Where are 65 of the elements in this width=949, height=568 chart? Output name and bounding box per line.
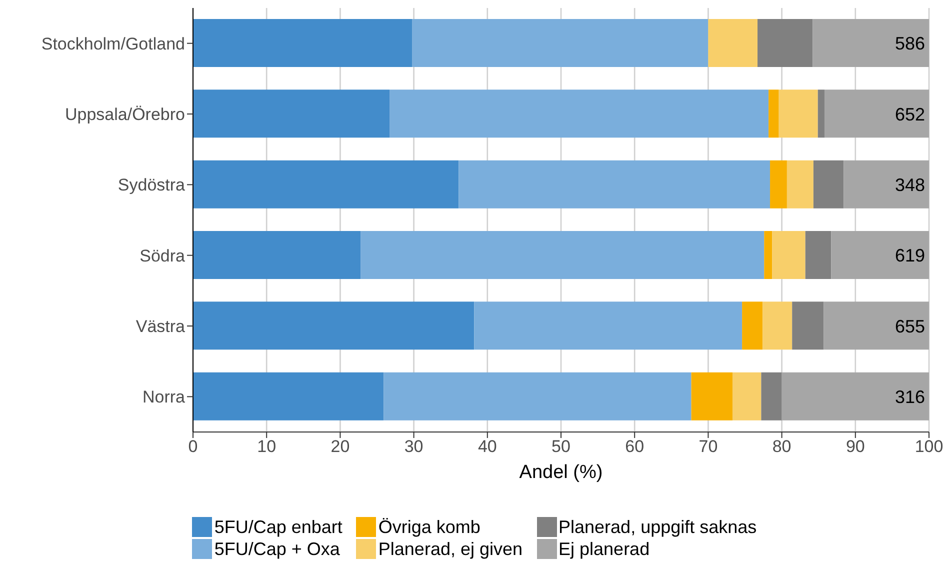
bar bbox=[818, 90, 824, 138]
bar bbox=[458, 160, 770, 208]
x-tick-label: 70 bbox=[698, 437, 718, 456]
legend-label: Ej planerad bbox=[558, 538, 650, 560]
bar bbox=[708, 19, 758, 67]
annotation: 652 bbox=[894, 104, 925, 124]
bar bbox=[778, 90, 818, 138]
bar bbox=[772, 231, 806, 279]
y-tick-label: Sydöstra bbox=[118, 176, 186, 195]
x-tick-label: 20 bbox=[330, 437, 350, 456]
legend-label: Planerad, uppgift saknas bbox=[558, 516, 757, 538]
y-tick-label: Norra bbox=[142, 388, 186, 407]
bar bbox=[193, 231, 361, 279]
bar bbox=[770, 160, 787, 208]
x-tick-label: 100 bbox=[914, 437, 944, 456]
bar bbox=[193, 160, 459, 208]
bar bbox=[412, 19, 708, 67]
annotation: 586 bbox=[894, 34, 925, 54]
annotation: 316 bbox=[894, 387, 925, 408]
bar bbox=[732, 372, 762, 420]
bar bbox=[193, 19, 412, 67]
bar bbox=[824, 90, 929, 138]
annotation: 619 bbox=[894, 246, 925, 266]
x-tick-label: 40 bbox=[478, 437, 497, 456]
bar bbox=[761, 372, 782, 420]
bar bbox=[764, 231, 772, 279]
y-tick-label: Uppsala/Örebro bbox=[64, 105, 185, 124]
x-tick-label: 10 bbox=[257, 437, 276, 456]
bar bbox=[384, 372, 692, 420]
y-tick-label: Södra bbox=[140, 246, 186, 266]
legend-label: Övriga komb bbox=[378, 516, 480, 538]
annotation: 348 bbox=[894, 175, 925, 196]
x-tick-label: 60 bbox=[625, 437, 644, 456]
bar bbox=[831, 231, 929, 279]
bar bbox=[768, 90, 779, 138]
bar bbox=[786, 160, 814, 208]
bar bbox=[782, 372, 929, 420]
bar bbox=[360, 231, 764, 279]
x-tick-label: 30 bbox=[404, 437, 424, 456]
bar bbox=[390, 90, 769, 138]
y-tick-label: Stockholm/Gotland bbox=[41, 34, 185, 54]
bar bbox=[193, 90, 390, 138]
bar bbox=[742, 302, 763, 350]
bar bbox=[812, 19, 929, 67]
bar bbox=[758, 19, 813, 67]
bar bbox=[691, 372, 732, 420]
bar bbox=[193, 302, 474, 350]
legend-label: Planerad, ej given bbox=[378, 538, 523, 560]
bar bbox=[805, 231, 832, 279]
legend-label: 5FU/Cap + Oxa bbox=[214, 538, 340, 560]
x-tick-label: 90 bbox=[846, 437, 865, 456]
y-tick-label: Västra bbox=[136, 317, 186, 336]
bar bbox=[813, 160, 844, 208]
bar bbox=[474, 302, 742, 350]
bar bbox=[792, 302, 824, 350]
x-tick-label: 80 bbox=[772, 437, 792, 456]
x-axis-title: Andel (%) bbox=[518, 462, 604, 484]
annotation: 655 bbox=[894, 316, 925, 336]
x-tick-label: 50 bbox=[552, 437, 570, 456]
x-tick-label: 0 bbox=[188, 437, 198, 456]
legend-label: 5FU/Cap enbart bbox=[214, 516, 342, 538]
bar bbox=[762, 302, 792, 350]
bar bbox=[844, 160, 929, 208]
bar bbox=[193, 372, 384, 420]
bar bbox=[824, 302, 929, 350]
